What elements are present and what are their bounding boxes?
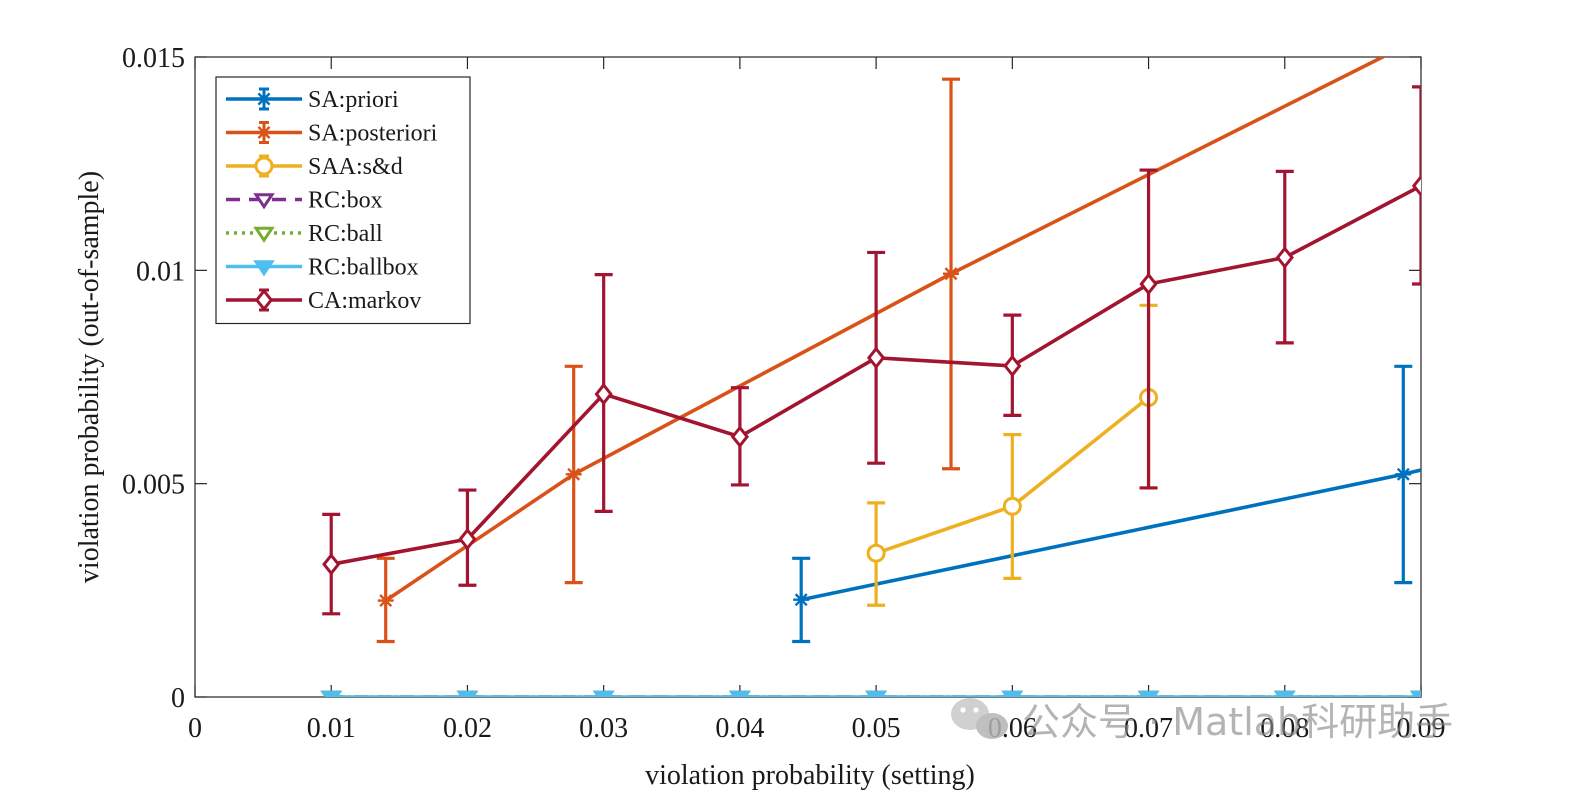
x-tick-label: 0.05 <box>852 713 901 744</box>
ca-markov-marker <box>458 527 477 551</box>
sa-posteriori-line <box>384 57 1387 603</box>
legend-marker <box>256 126 272 139</box>
ca-markov-marker <box>594 382 613 406</box>
legend-marker <box>253 226 275 243</box>
x-tick-label: 0 <box>188 713 202 744</box>
x-tick-label: 0.02 <box>443 713 492 744</box>
legend-label: SA:priori <box>308 87 399 113</box>
legend-item-sa-priori: SA:priori <box>226 87 399 113</box>
legend-item-rc-ballbox: RC:ballbox <box>226 255 419 281</box>
legend-marker <box>254 288 274 312</box>
legend-item-saa-s-d: SAA:s&d <box>226 154 403 180</box>
x-tick-label: 0.04 <box>715 713 764 744</box>
x-tick-label: 0.09 <box>1397 713 1446 744</box>
legend-label: RC:ballbox <box>308 255 419 281</box>
series-layer <box>320 57 1421 697</box>
watermark: 公众号 · Matlab科研助手 <box>951 698 1453 744</box>
legend-marker <box>254 156 274 176</box>
legend-item-ca-markov: CA:markov <box>226 288 421 314</box>
x-tick-label: 0.03 <box>579 713 628 744</box>
y-axis-title: violation probability (out-of-sample) <box>74 171 105 583</box>
ca-markov-marker <box>1275 246 1294 269</box>
y-tick-label: 0.01 <box>136 256 185 287</box>
y-tick-label: 0.015 <box>122 43 185 74</box>
rc-ballbox-marker <box>865 690 887 697</box>
legend-label: CA:markov <box>308 288 421 314</box>
ca-markov-marker <box>1411 174 1421 198</box>
sa-posteriori-marker <box>565 467 582 481</box>
sa-priori-marker <box>793 593 810 607</box>
ca-markov-marker <box>1003 354 1022 378</box>
saa-s-d-marker <box>866 543 886 563</box>
series-sa-posteriori <box>376 57 1387 644</box>
x-axis-title: violation probability (setting) <box>645 760 975 791</box>
wechat-icon <box>951 698 1008 739</box>
watermark-text: 公众号 · Matlab科研助手 <box>1022 700 1453 744</box>
legend-label: SAA:s&d <box>308 154 403 180</box>
x-tick-label: 0.08 <box>1260 713 1309 744</box>
rc-ballbox-marker <box>1273 690 1296 697</box>
x-tick-label: 0.07 <box>1124 713 1173 744</box>
sa-priori-marker <box>1395 467 1412 481</box>
legend-item-rc-ball: RC:ball <box>226 221 383 247</box>
sa-posteriori-marker <box>943 267 960 281</box>
rc-ballbox-marker <box>1410 690 1421 697</box>
series-ca-markov <box>322 85 1421 616</box>
rc-ballbox-marker <box>729 690 751 697</box>
rc-ballbox-marker <box>320 690 343 697</box>
rc-ballbox-marker <box>1001 690 1024 697</box>
series-rc-ballbox <box>320 690 1421 697</box>
sa-posteriori-marker <box>377 594 394 608</box>
y-tick-label: 0 <box>171 683 185 714</box>
legend-item-sa-posteriori: SA:posteriori <box>226 121 438 147</box>
legend-label: RC:box <box>308 188 383 214</box>
saa-s-d-marker <box>1002 496 1022 516</box>
legend-label: RC:ball <box>308 221 383 247</box>
x-tick-label: 0.01 <box>307 713 356 744</box>
rc-ballbox-marker <box>592 690 615 697</box>
legend-marker <box>256 92 272 106</box>
ca-markov-marker <box>866 346 886 370</box>
ca-markov-marker <box>322 552 341 576</box>
legend: SA:priori SA:posteriori SAA:s&d RC:box RC:ba… <box>215 76 471 325</box>
series-sa-priori <box>792 364 1421 644</box>
legend-marker <box>253 260 275 277</box>
legend-marker <box>253 193 275 210</box>
rc-ballbox-marker <box>456 690 479 697</box>
rc-ballbox-marker <box>1137 690 1160 697</box>
ca-markov-marker <box>1139 272 1158 296</box>
ca-markov-marker <box>730 425 750 449</box>
legend-item-rc-box: RC:box <box>226 188 383 214</box>
y-tick-label: 0.005 <box>122 470 185 501</box>
legend-label: SA:posteriori <box>308 121 438 147</box>
axes: 0 0.01 0.02 0.03 0.04 0.05 0.06 0.07 0.08 0.0900.… <box>122 43 1446 744</box>
